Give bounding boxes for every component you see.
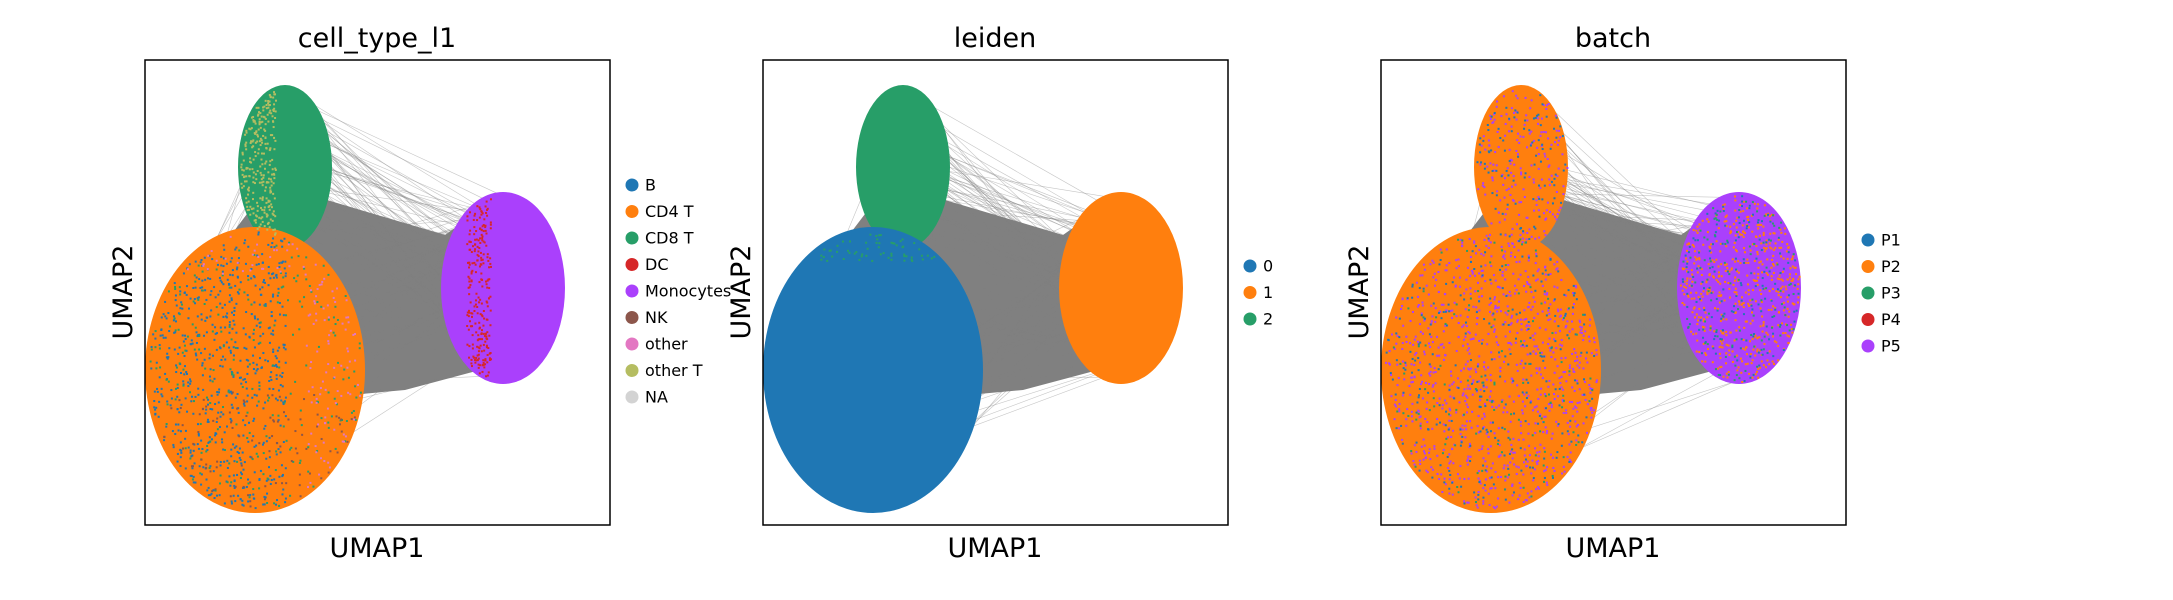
legend-label: 1 — [1263, 283, 1273, 302]
panel-title: cell_type_l1 — [298, 23, 456, 54]
legend-item: B — [625, 176, 656, 195]
legend-marker — [625, 364, 639, 377]
legend-label: B — [645, 176, 656, 195]
legend-marker — [625, 178, 639, 192]
cluster-2 — [856, 85, 950, 249]
legend-item: DC — [625, 255, 669, 274]
points-other-t — [240, 91, 277, 236]
legend-item: Monocytes — [625, 282, 731, 301]
legend-marker — [625, 231, 639, 245]
legend-marker — [625, 311, 639, 324]
legend-marker — [1861, 339, 1875, 353]
panel-batch: batch UMAP1 UMAP2 P1 P2 P3 P4 P5 — [1344, 23, 1901, 564]
legend-label: NK — [645, 308, 668, 327]
legend-item: P2 — [1861, 257, 1901, 276]
legend-marker — [625, 205, 639, 218]
y-axis-label: UMAP2 — [726, 245, 757, 340]
legend-label: NA — [645, 388, 668, 407]
legend-label: CD8 T — [645, 229, 694, 248]
legend-marker — [1861, 286, 1875, 300]
points-dc — [466, 198, 492, 378]
legend-marker — [1861, 233, 1875, 247]
x-axis-label: UMAP1 — [948, 533, 1043, 564]
y-axis-label: UMAP2 — [108, 245, 139, 340]
points-nk — [163, 391, 356, 508]
axes-frame — [1380, 59, 1847, 526]
panel-leiden: leiden UMAP1 UMAP2 0 1 2 — [726, 23, 1273, 564]
cluster-left — [1381, 227, 1601, 513]
points-p1-top — [1476, 94, 1567, 243]
legend-label: P5 — [1881, 337, 1901, 356]
legend-item: P5 — [1861, 337, 1901, 356]
legend-item: CD4 T — [625, 202, 694, 221]
legend-label: other — [645, 335, 688, 354]
legend-label: 0 — [1263, 257, 1273, 276]
legend-item: other — [625, 335, 688, 354]
x-axis-label: UMAP1 — [1566, 533, 1661, 564]
legend: B CD4 T CD8 T DC Monocytes NK other other T NA — [625, 176, 731, 407]
cluster-cd8-t — [238, 85, 332, 249]
legend-item: NA — [625, 388, 668, 407]
legend-marker — [1861, 260, 1875, 273]
legend-marker — [625, 258, 639, 271]
panel-cell-type: cell_type_l1 UMAP1 UMAP2 B CD4 T CD8 T DC Mo… — [108, 23, 731, 564]
axes-frame — [762, 59, 1229, 526]
legend-item: other T — [625, 361, 703, 380]
panel-title: leiden — [954, 23, 1036, 54]
legend-label: P3 — [1881, 284, 1901, 303]
legend-marker — [625, 337, 639, 351]
points-other — [186, 235, 362, 489]
cluster-1 — [1059, 192, 1183, 384]
y-axis-label: UMAP2 — [1344, 245, 1375, 340]
legend-label: P4 — [1881, 310, 1901, 329]
points-p3-right — [1682, 200, 1795, 382]
legend-marker — [1243, 286, 1257, 299]
panel-title: batch — [1575, 23, 1651, 54]
plot-area — [145, 85, 565, 513]
legend-label: CD4 T — [645, 202, 694, 221]
legend-item: P4 — [1861, 310, 1901, 329]
points-p3 — [1392, 238, 1594, 504]
legend-item: 1 — [1243, 283, 1273, 302]
legend-label: P1 — [1881, 231, 1901, 250]
points-p1-right — [1681, 195, 1800, 383]
legend-item: P1 — [1861, 231, 1901, 250]
legend-label: DC — [645, 255, 669, 274]
legend-label: Monocytes — [645, 282, 731, 301]
legend-marker — [625, 390, 639, 404]
legend-label: 2 — [1263, 310, 1273, 329]
cluster-cd4-t — [145, 227, 365, 513]
legend-marker — [1861, 313, 1875, 326]
legend-item: CD8 T — [625, 229, 694, 248]
legend-label: P2 — [1881, 257, 1901, 276]
x-axis-label: UMAP1 — [330, 533, 425, 564]
points-p1 — [1385, 233, 1596, 505]
legend: P1 P2 P3 P4 P5 — [1861, 231, 1901, 356]
cluster-top — [1474, 85, 1568, 249]
points-cluster-2 — [820, 233, 936, 262]
cluster-right — [1677, 192, 1801, 384]
legend-marker — [625, 284, 639, 298]
plot-area — [1381, 85, 1801, 513]
legend-marker — [1243, 312, 1257, 326]
points-p2-right — [1679, 195, 1801, 383]
legend-marker — [1243, 259, 1257, 273]
legend-item: 0 — [1243, 257, 1273, 276]
plot-area — [763, 85, 1183, 513]
legend-label: other T — [645, 361, 703, 380]
cluster-0 — [763, 227, 983, 513]
legend-item: NK — [625, 308, 668, 327]
points-cd8-t — [149, 241, 362, 507]
legend: 0 1 2 — [1243, 257, 1273, 329]
axes-frame — [144, 59, 611, 526]
cluster-monocytes — [441, 192, 565, 384]
points-p5-top — [1477, 90, 1569, 245]
legend-item: 2 — [1243, 310, 1273, 329]
legend-item: P3 — [1861, 284, 1901, 303]
